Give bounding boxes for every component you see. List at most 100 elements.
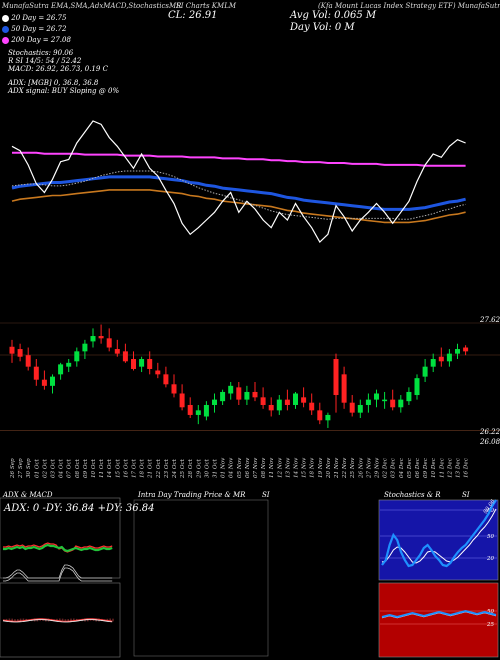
header-top-left: MunafaSutra EMA,SMA,AdxMACD,StochasticsM… — [2, 2, 182, 10]
date-tick-label: 01 Oct — [34, 458, 40, 478]
date-tick-label: 03 Dec — [391, 457, 397, 478]
candle-body — [179, 393, 185, 408]
candle-body — [106, 338, 112, 348]
candle-body — [82, 343, 88, 352]
adx-panel-title: ADX & MACD — [3, 491, 53, 499]
date-tick-label: 18 Oct — [140, 458, 146, 478]
date-tick-label: 31 Oct — [213, 458, 219, 478]
ma50-line — [11, 175, 466, 211]
date-tick-label: 09 Oct — [83, 458, 89, 478]
candle-body — [66, 362, 72, 367]
date-tick-label: 22 Oct — [156, 458, 162, 479]
macd-histogram-bar — [8, 618, 11, 622]
macd-line — [2, 618, 113, 622]
candle-body — [41, 379, 47, 386]
ma20-dotted-line — [11, 170, 466, 220]
date-tick-label: 13 Nov — [285, 457, 291, 478]
date-tick-label: 12 Dec — [447, 457, 453, 478]
date-tick-label: 02 Oct — [42, 458, 48, 478]
date-tick-label: 16 Dec — [464, 457, 470, 478]
legend-label-ma20: 20 Day = 26.75 — [11, 14, 67, 22]
date-tick-label: 15 Nov — [302, 457, 308, 478]
legend-dot-ma50 — [2, 25, 9, 33]
macd-histogram-bar — [67, 619, 69, 621]
date-tick-label: 13 Dec — [456, 457, 462, 478]
date-tick-label: 06 Dec — [415, 457, 421, 478]
si-blue-line — [381, 609, 497, 619]
candle-body — [357, 404, 363, 413]
macd-histogram-bar — [70, 618, 72, 622]
date-tick-label: 04 Nov — [229, 457, 235, 478]
day-volume: Day Vol: 0 M — [290, 22, 355, 33]
date-tick-label: 04 Oct — [59, 458, 65, 478]
candle-body — [147, 359, 153, 369]
candle-body — [365, 399, 371, 405]
candle-body — [284, 399, 290, 405]
candle-body — [228, 385, 234, 394]
candle-body — [341, 374, 347, 403]
date-tick-label: 29 Oct — [196, 458, 202, 479]
macd-histogram-bar — [56, 618, 58, 622]
date-tick-label: 22 Nov — [342, 457, 348, 479]
candle-body — [382, 399, 388, 402]
adx-white-line-2 — [3, 567, 113, 582]
macd-text: MACD: 26.92, 26.73, 0.19 C — [8, 65, 108, 73]
adx-signal-text: ADX signal: BUY Sloping @ 0% — [8, 87, 120, 95]
candle-body — [33, 366, 39, 380]
candle-body — [438, 356, 444, 362]
date-tick-label: 11 Dec — [439, 457, 445, 478]
date-tick-label: 01 Nov — [221, 457, 227, 478]
date-tick-label: 20 Nov — [326, 457, 332, 479]
date-tick-label: 09 Dec — [423, 457, 429, 478]
date-tick-label: 03 Oct — [51, 458, 57, 478]
close-price-line — [11, 120, 466, 243]
macd-histogram-bar — [61, 618, 64, 622]
date-tick-label: 08 Oct — [75, 458, 81, 478]
adx-text: ADX: [MGB] 0, 36.8, 36.8 — [8, 79, 99, 87]
stochastics-d-line — [381, 508, 497, 564]
candle-body — [98, 336, 104, 339]
avg-volume: Avg Vol: 0.065 M — [290, 10, 377, 21]
date-tick-label: 02 Dec — [383, 457, 389, 478]
close-label: CL: 26.91 — [168, 10, 218, 21]
date-tick-label: 30 Oct — [204, 458, 210, 478]
si-tick-label: 50 — [487, 609, 494, 615]
candle-body — [163, 374, 169, 385]
candle-body — [406, 391, 412, 402]
candle-body — [244, 391, 250, 400]
candle-body — [422, 366, 428, 377]
candle-body — [50, 376, 55, 386]
candle-body — [114, 349, 120, 354]
date-tick-label: 15 Oct — [115, 458, 121, 478]
stochastics-k-line — [381, 499, 497, 568]
date-tick-label: 08 Nov — [261, 457, 267, 478]
macd-histogram-bar — [5, 618, 8, 622]
adx-white-line — [3, 564, 113, 579]
candle-body — [455, 349, 460, 354]
candle-body — [374, 393, 379, 400]
header-top-mid: SI Charts KMLM — [176, 2, 237, 10]
stochastics-panel-frame — [378, 499, 499, 581]
date-tick-label: 05 Nov — [237, 457, 243, 478]
candle-body — [17, 349, 23, 357]
date-tick-label: 23 Oct — [164, 458, 170, 479]
si-panel-frame — [378, 582, 499, 658]
candle-body — [430, 359, 436, 367]
date-tick-label: 10 Oct — [91, 458, 97, 478]
candle-body — [139, 359, 145, 367]
legend-ma50: 50 Day = 26.72 — [2, 25, 66, 33]
macd-histogram-bar — [14, 619, 16, 621]
date-tick-label: 25 Nov — [350, 457, 356, 479]
header-top-right: (Kfa Mount Lucas Index Strategy ETF) Mun… — [318, 2, 500, 10]
candle-body — [131, 359, 136, 369]
candle-body — [309, 402, 315, 411]
candle-body — [58, 364, 64, 375]
date-tick-label: 30 Sep — [26, 458, 32, 478]
candle-body — [268, 404, 274, 411]
macd-signal-line — [2, 619, 113, 623]
date-tick-label: 11 Oct — [99, 458, 105, 478]
date-tick-label: 07 Nov — [253, 457, 259, 478]
candle-body — [90, 336, 96, 342]
date-tick-label: 29 Nov — [375, 457, 381, 479]
